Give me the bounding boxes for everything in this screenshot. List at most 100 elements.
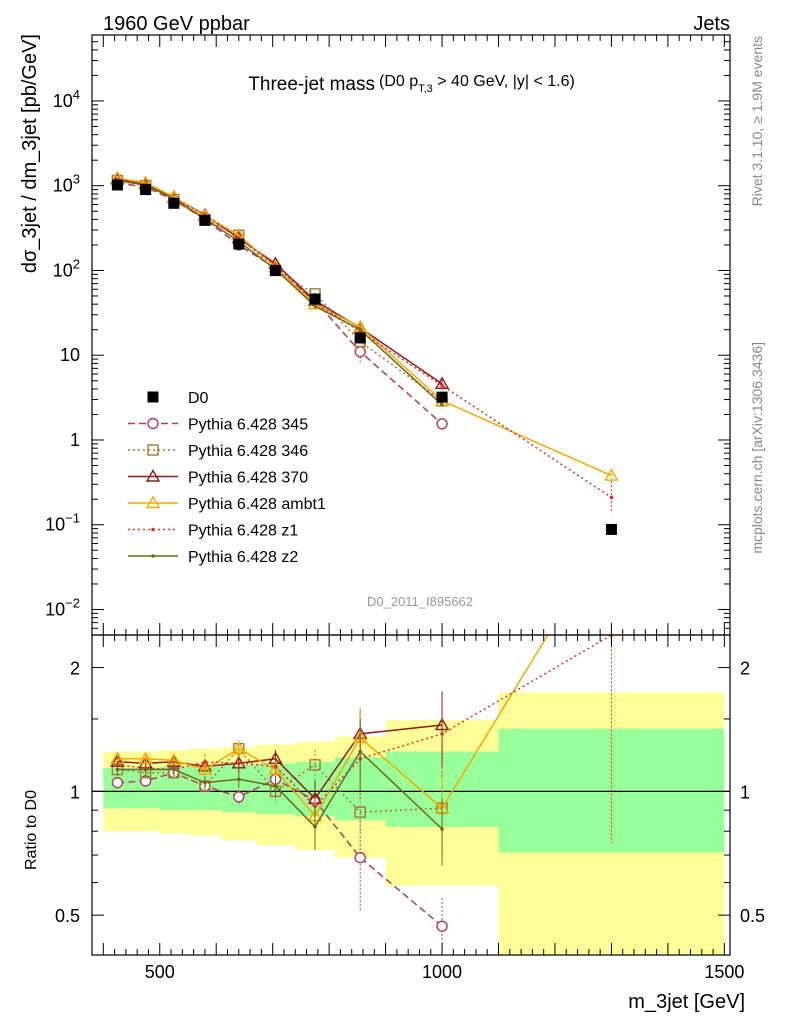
tick-exponent: 2 [73, 256, 80, 271]
main-point-z2 [358, 327, 362, 332]
tick-base: 10 [53, 176, 73, 196]
ratio-point-z2 [143, 767, 148, 772]
ratio-point-z2 [313, 824, 317, 829]
ratio-point-ambt1 [231, 741, 247, 754]
legend-label-z2: Pythia 6.428 z2 [188, 549, 298, 566]
tick-base: 10 [60, 345, 80, 365]
main-point-z1 [609, 495, 614, 500]
ratio-y-axis-label: Ratio to D0 [23, 790, 40, 870]
main-plot-area [110, 170, 619, 535]
main-line-p370 [117, 178, 443, 385]
ratio-point-p346 [309, 759, 321, 771]
ratio-series-layer [92, 635, 730, 955]
legend-marker-z1 [151, 527, 155, 532]
main-line-p346 [117, 179, 443, 402]
tick-exponent: 4 [73, 87, 80, 102]
plot-title: Three-jet mass [248, 74, 375, 95]
legend-label-z1: Pythia 6.428 z1 [188, 523, 298, 540]
ratio-point-z1 [203, 759, 207, 764]
main-y-tick-label: 10−2 [45, 595, 80, 619]
legend-item-ambt1: Pythia 6.428 ambt1 [128, 495, 326, 513]
main-point-z1 [440, 383, 444, 388]
main-series-ambt1 [110, 170, 619, 483]
ratio-point-p345 [436, 920, 448, 932]
ratio-point-z2 [203, 780, 207, 785]
analysis-watermark: D0_2011_I895662 [367, 594, 473, 609]
title-cut-close: > 40 GeV, |y| < 1.6) [433, 73, 575, 90]
ratio-y-tick-label-right: 1 [740, 782, 750, 802]
main-point-D0 [269, 264, 281, 276]
main-y-tick-label: 104 [53, 87, 80, 111]
main-series-z2 [115, 178, 444, 409]
tick-base: 10 [53, 91, 73, 111]
main-line-z2 [117, 179, 443, 406]
ratio-y-tick-label-right: 0.5 [740, 906, 765, 926]
ratio-point-z1 [440, 732, 444, 736]
main-point-ambt1 [604, 468, 619, 481]
legend-marker-z2 [151, 554, 155, 558]
legend-marker-p346 [147, 444, 159, 456]
main-y-tick-label: 102 [53, 256, 80, 280]
legend-marker-ambt1 [145, 495, 161, 509]
ratio-y-ticks: 0.5 0.5 1 1 2 2 [55, 659, 765, 927]
main-series-p370 [110, 171, 450, 390]
legend-item-z2: Pythia 6.428 z2 [128, 549, 298, 566]
main-y-axis-label: dσ_3jet / dm_3jet [pb/GeV] [19, 34, 41, 273]
main-point-z2 [440, 403, 444, 407]
ratio-point-ambt1 [268, 762, 283, 775]
ratio-point-z2 [236, 777, 241, 782]
main-point-D0 [354, 332, 366, 344]
ratio-point-z2 [172, 767, 176, 772]
ratio-series-p345 [111, 767, 448, 955]
main-y-tick-label: 103 [53, 172, 80, 196]
main-series-p346 [111, 174, 448, 407]
ratio-series-z2 [115, 718, 444, 866]
ratio-point-z2 [440, 827, 444, 831]
legend-item-p370: Pythia 6.428 370 [128, 469, 308, 487]
main-point-D0 [168, 197, 180, 209]
main-series-D0 [111, 179, 617, 535]
main-line-ambt1 [117, 177, 612, 477]
main-point-D0 [233, 238, 245, 250]
legend-label-ambt1: Pythia 6.428 ambt1 [188, 496, 326, 513]
ratio-point-p345 [354, 851, 366, 864]
main-y-tick-label: 10−1 [45, 511, 80, 535]
title-cut-subscript: T,3 [418, 83, 433, 95]
main-point-p345 [436, 418, 448, 430]
legend-label-D0: D0 [188, 390, 209, 407]
main-series-z1 [115, 177, 614, 514]
legend: D0 Pythia 6.428 345 Pythia 6.428 346 Pythia… [128, 390, 326, 566]
ratio-line-ambt1 [117, 635, 549, 818]
tick-exponent: −1 [65, 511, 80, 526]
legend-label-p345: Pythia 6.428 345 [188, 417, 308, 434]
main-point-D0 [309, 293, 321, 305]
legend-item-p346: Pythia 6.428 346 [128, 443, 308, 460]
tick-base: 10 [45, 599, 65, 619]
mcplots-source-label: mcplots.cern.ch [arXiv:1306.3436] [749, 342, 765, 554]
ratio-point-z2 [358, 749, 362, 754]
ratio-point-p346 [354, 806, 366, 818]
ratio-point-z2 [115, 767, 120, 772]
ratio-y-tick-label: 1 [70, 782, 80, 802]
plot-title-cut: (D0 pT,3 > 40 GeV, |y| < 1.6) [379, 73, 575, 95]
main-point-z2 [313, 304, 317, 308]
ratio-line-z1 [117, 635, 612, 808]
main-point-p345 [354, 346, 366, 358]
ratio-point-z1 [236, 761, 241, 766]
ratio-panel: 0.5 0.5 1 1 2 2 500 1000 1500 Ratio to D0 m_3je… [23, 634, 765, 1013]
x-axis-label: m_3jet [GeV] [628, 991, 745, 1013]
main-frame [91, 34, 731, 636]
main-point-D0 [436, 391, 448, 403]
ratio-point-z2 [273, 784, 278, 788]
legend-label-p346: Pythia 6.428 346 [188, 443, 308, 460]
title-cut-open: (D0 p [379, 73, 418, 90]
tick-base: 1 [70, 430, 80, 450]
legend-item-D0: D0 [147, 390, 209, 407]
main-series-layer [110, 170, 619, 535]
legend-label-p370: Pythia 6.428 370 [188, 470, 308, 487]
ratio-frame [91, 634, 731, 956]
legend-marker-p370 [145, 469, 161, 482]
